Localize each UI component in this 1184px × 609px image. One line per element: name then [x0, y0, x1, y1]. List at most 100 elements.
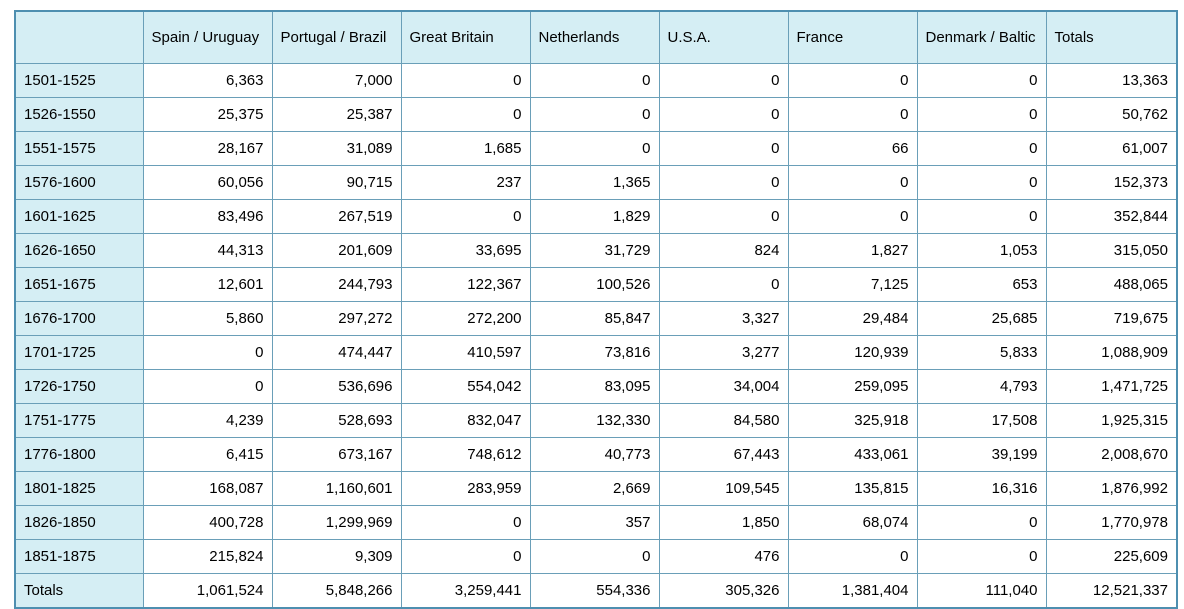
table-row: 1701-1725 0 474,447 410,597 73,816 3,277 120,9…	[14, 335, 1178, 370]
table-row: 1826-1850 400,728 1,299,969 0 357 1,850 68,074…	[14, 505, 1178, 540]
value-cell: 120,939	[787, 335, 918, 370]
value-cell: 0	[916, 165, 1047, 200]
table-row: 1776-1800 6,415 673,167 748,612 40,773 67,443…	[14, 437, 1178, 472]
value-cell: 0	[916, 539, 1047, 574]
value-cell: 1,829	[529, 199, 660, 234]
value-cell: 0	[400, 199, 531, 234]
value-cell: 0	[658, 97, 789, 132]
value-cell: 215,824	[142, 539, 273, 574]
value-cell: 488,065	[1045, 267, 1178, 302]
value-cell: 1,053	[916, 233, 1047, 268]
period-cell: 1551-1575	[14, 131, 144, 166]
value-cell: 0	[142, 369, 273, 404]
value-cell: 6,363	[142, 63, 273, 98]
period-cell: 1601-1625	[14, 199, 144, 234]
value-cell: 0	[658, 267, 789, 302]
period-cell: 1776-1800	[14, 437, 144, 472]
value-cell: 67,443	[658, 437, 789, 472]
value-cell: 0	[400, 63, 531, 98]
value-cell: 132,330	[529, 403, 660, 438]
period-cell: 1676-1700	[14, 301, 144, 336]
value-cell: 474,447	[271, 335, 402, 370]
value-cell: 25,387	[271, 97, 402, 132]
period-cell: 1701-1725	[14, 335, 144, 370]
value-cell: 168,087	[142, 471, 273, 506]
period-cell: 1651-1675	[14, 267, 144, 302]
value-cell: 84,580	[658, 403, 789, 438]
value-cell: 325,918	[787, 403, 918, 438]
value-cell: 83,095	[529, 369, 660, 404]
value-cell: 68,074	[787, 505, 918, 540]
value-cell: 0	[529, 131, 660, 166]
value-cell: 5,860	[142, 301, 273, 336]
value-cell: 9,309	[271, 539, 402, 574]
value-cell: 152,373	[1045, 165, 1178, 200]
table-body: 1501-1525 6,363 7,000 0 0 0 0 0 13,363 1526-1550 2…	[14, 63, 1178, 609]
value-cell: 0	[400, 97, 531, 132]
value-cell: 100,526	[529, 267, 660, 302]
table-row: 1676-1700 5,860 297,272 272,200 85,847 3,327 2…	[14, 301, 1178, 336]
value-cell: 1,770,978	[1045, 505, 1178, 540]
value-cell: 7,125	[787, 267, 918, 302]
value-cell: 33,695	[400, 233, 531, 268]
period-cell: 1851-1875	[14, 539, 144, 574]
value-cell: 0	[658, 165, 789, 200]
table-container: Spain / Uruguay Portugal / Brazil Great …	[14, 10, 1178, 609]
value-cell: 0	[787, 539, 918, 574]
header-cell-denmark-baltic: Denmark / Baltic	[916, 10, 1047, 64]
value-cell: 0	[529, 63, 660, 98]
value-cell: 40,773	[529, 437, 660, 472]
value-cell: 554,336	[529, 573, 660, 609]
period-cell: 1626-1650	[14, 233, 144, 268]
totals-row: Totals 1,061,524 5,848,266 3,259,441 554,336…	[14, 573, 1178, 609]
value-cell: 400,728	[142, 505, 273, 540]
value-cell: 554,042	[400, 369, 531, 404]
value-cell: 61,007	[1045, 131, 1178, 166]
value-cell: 1,925,315	[1045, 403, 1178, 438]
value-cell: 352,844	[1045, 199, 1178, 234]
value-cell: 244,793	[271, 267, 402, 302]
value-cell: 2,669	[529, 471, 660, 506]
value-cell: 0	[787, 199, 918, 234]
value-cell: 3,327	[658, 301, 789, 336]
table-row: 1851-1875 215,824 9,309 0 0 476 0 0 225,609	[14, 539, 1178, 574]
value-cell: 0	[658, 131, 789, 166]
period-cell: 1576-1600	[14, 165, 144, 200]
value-cell: 109,545	[658, 471, 789, 506]
value-cell: 7,000	[271, 63, 402, 98]
value-cell: 673,167	[271, 437, 402, 472]
value-cell: 3,277	[658, 335, 789, 370]
value-cell: 832,047	[400, 403, 531, 438]
value-cell: 315,050	[1045, 233, 1178, 268]
value-cell: 528,693	[271, 403, 402, 438]
value-cell: 5,848,266	[271, 573, 402, 609]
value-cell: 536,696	[271, 369, 402, 404]
table-row: 1751-1775 4,239 528,693 832,047 132,330 84,58…	[14, 403, 1178, 438]
value-cell: 34,004	[658, 369, 789, 404]
value-cell: 31,089	[271, 131, 402, 166]
value-cell: 0	[787, 165, 918, 200]
value-cell: 83,496	[142, 199, 273, 234]
value-cell: 31,729	[529, 233, 660, 268]
value-cell: 357	[529, 505, 660, 540]
value-cell: 12,601	[142, 267, 273, 302]
value-cell: 237	[400, 165, 531, 200]
value-cell: 0	[400, 505, 531, 540]
header-cell-totals: Totals	[1045, 10, 1178, 64]
value-cell: 410,597	[400, 335, 531, 370]
value-cell: 0	[400, 539, 531, 574]
period-cell: 1501-1525	[14, 63, 144, 98]
value-cell: 50,762	[1045, 97, 1178, 132]
header-cell-spain-uruguay: Spain / Uruguay	[142, 10, 273, 64]
value-cell: 0	[658, 199, 789, 234]
value-cell: 267,519	[271, 199, 402, 234]
header-cell-france: France	[787, 10, 918, 64]
value-cell: 201,609	[271, 233, 402, 268]
value-cell: 25,685	[916, 301, 1047, 336]
value-cell: 29,484	[787, 301, 918, 336]
value-cell: 1,088,909	[1045, 335, 1178, 370]
value-cell: 748,612	[400, 437, 531, 472]
value-cell: 39,199	[916, 437, 1047, 472]
value-cell: 272,200	[400, 301, 531, 336]
value-cell: 0	[916, 131, 1047, 166]
